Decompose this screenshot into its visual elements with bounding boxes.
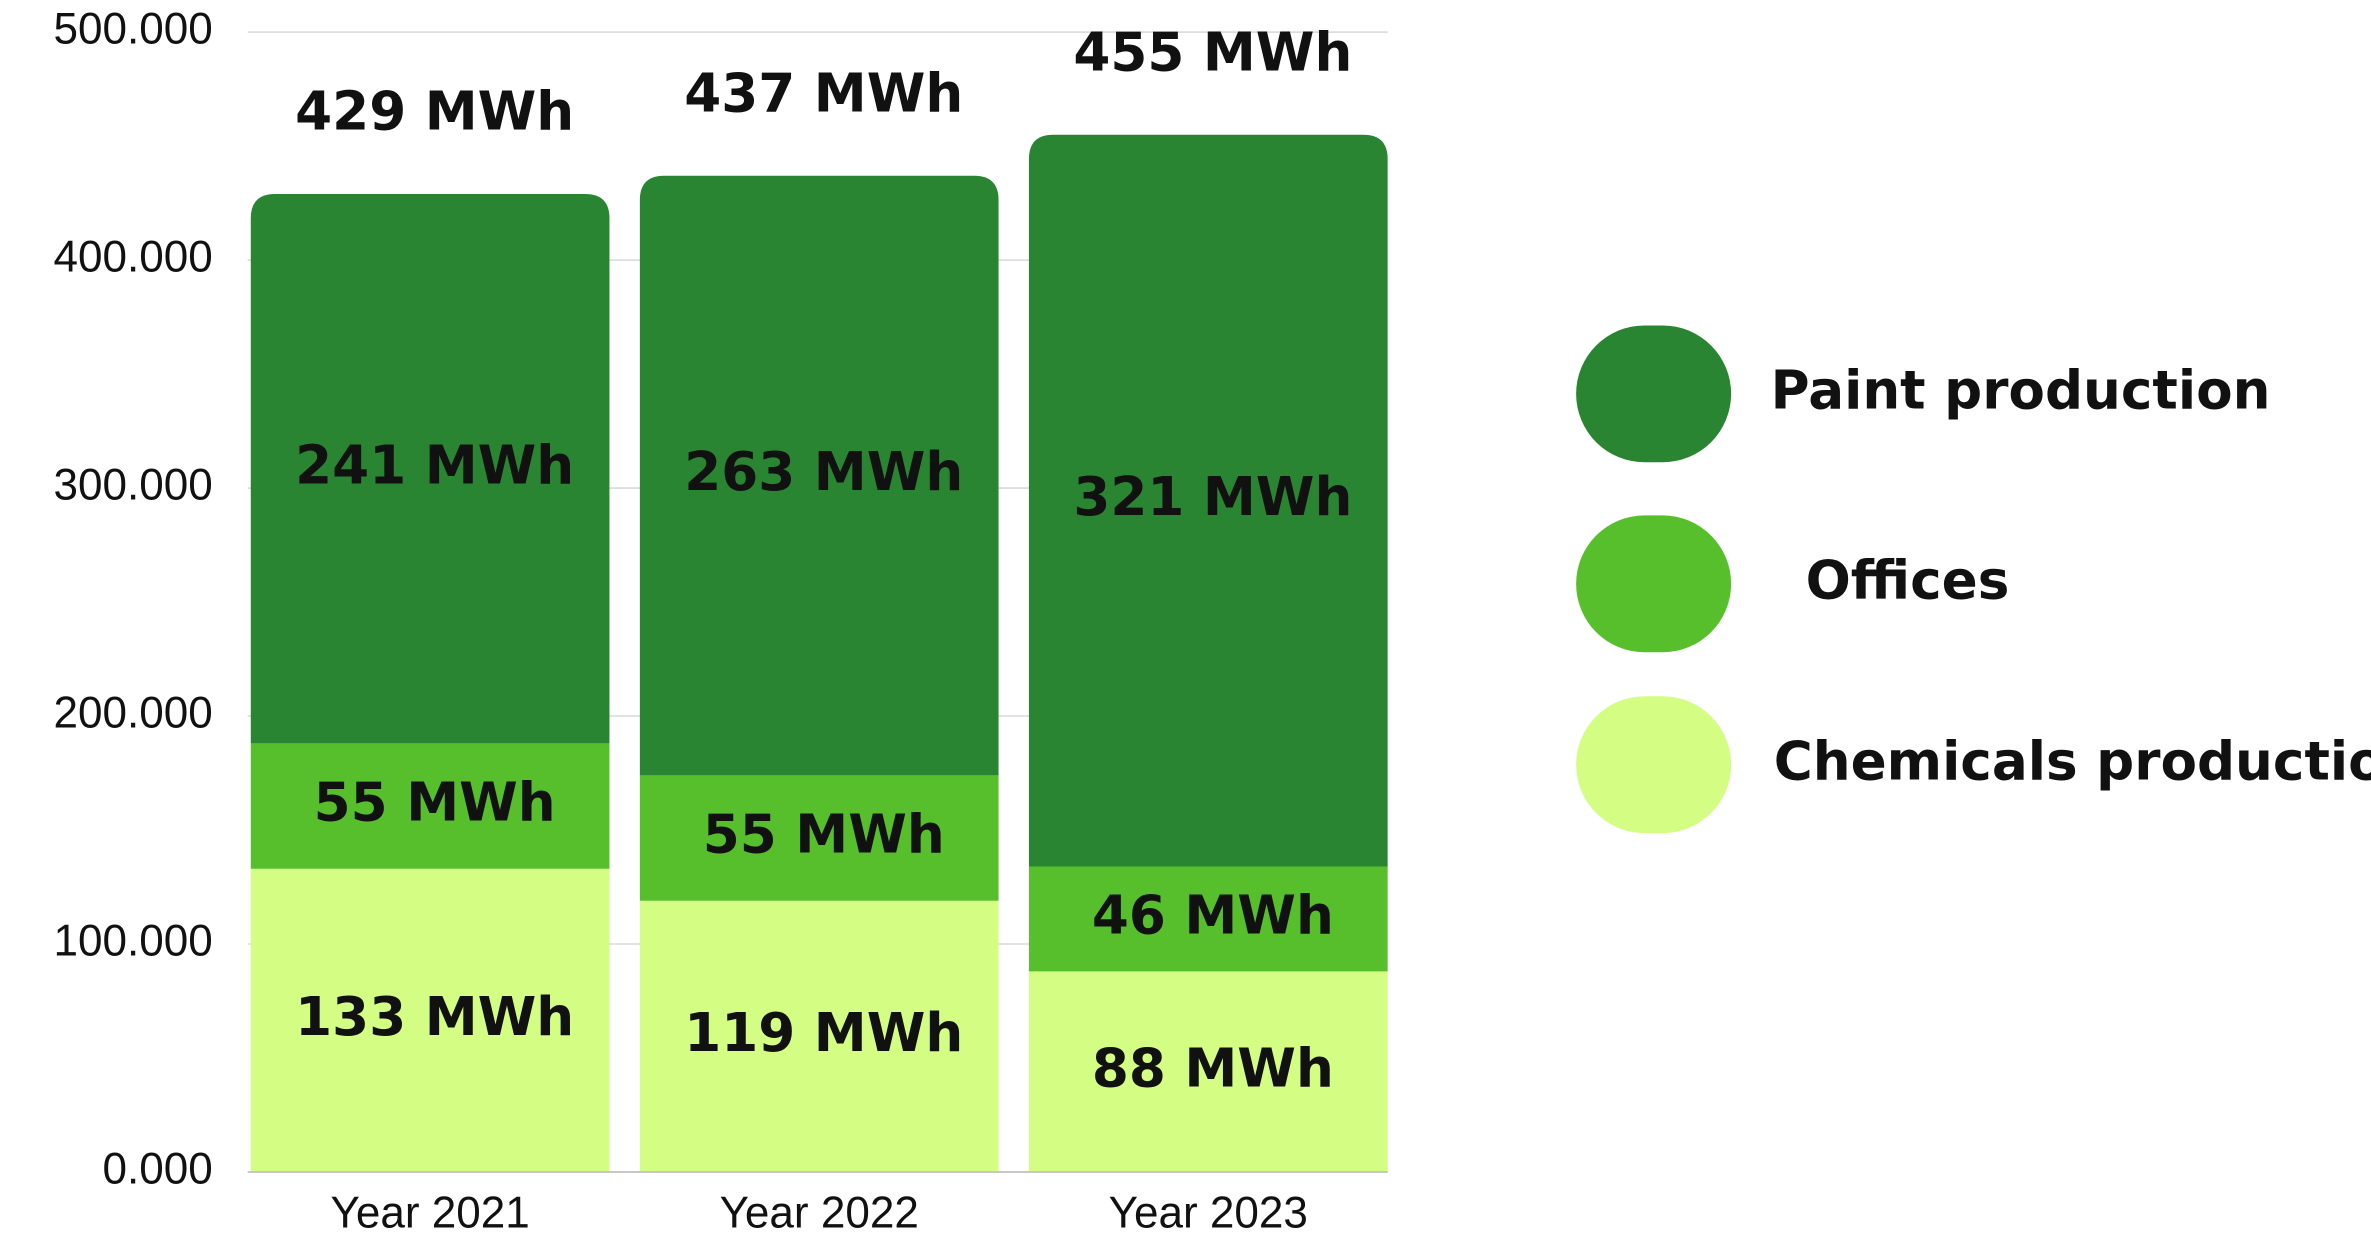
bar-segment xyxy=(1028,971,1388,1173)
legend-swatch xyxy=(1576,696,1732,834)
legend-label: Paint production xyxy=(1771,359,2271,421)
value-label: 55 MWh xyxy=(703,804,945,866)
legend-label: Offices xyxy=(1806,549,2010,611)
total-label: 429 MWh xyxy=(295,81,574,143)
bar-segment xyxy=(250,743,610,869)
legend-swatch xyxy=(1576,515,1732,653)
bar-segment xyxy=(639,175,999,776)
y-tick-label: 200.000 xyxy=(54,689,213,738)
value-label: 55 MWh xyxy=(314,772,556,834)
value-label: 321 MWh xyxy=(1073,466,1352,528)
y-tick-label: 300.000 xyxy=(54,461,213,510)
bar-segment xyxy=(1028,134,1388,867)
y-tick-label: 500.000 xyxy=(54,5,213,54)
legend-label: Chemicals production xyxy=(1774,730,2371,792)
value-label: 88 MWh xyxy=(1092,1037,1334,1099)
value-label: 133 MWh xyxy=(295,986,574,1048)
total-label: 437 MWh xyxy=(684,62,963,124)
value-label: 119 MWh xyxy=(684,1002,963,1064)
bar-segment xyxy=(1028,866,1388,972)
bar-segment xyxy=(639,900,999,1173)
legend-swatch xyxy=(1576,325,1732,463)
y-tick-label: 100.000 xyxy=(54,917,213,966)
value-label: 241 MWh xyxy=(295,434,574,496)
value-label: 46 MWh xyxy=(1092,885,1334,947)
x-tick-label: Year 2022 xyxy=(720,1189,919,1233)
value-label: 263 MWh xyxy=(684,441,963,503)
y-tick-label: 400.000 xyxy=(54,233,213,282)
bar-segment xyxy=(639,775,999,901)
total-label: 455 MWh xyxy=(1073,21,1352,83)
y-tick-label: 0.000 xyxy=(103,1145,213,1194)
x-tick-label: Year 2023 xyxy=(1109,1189,1308,1233)
bar-segment xyxy=(250,193,610,744)
x-tick-label: Year 2021 xyxy=(330,1189,529,1233)
bar-segment xyxy=(250,868,610,1173)
